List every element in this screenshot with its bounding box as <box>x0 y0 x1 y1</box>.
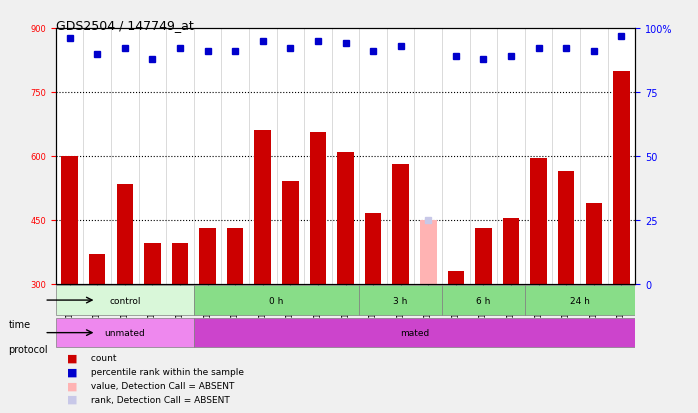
Text: percentile rank within the sample: percentile rank within the sample <box>88 367 244 376</box>
Bar <box>530 159 547 284</box>
FancyBboxPatch shape <box>194 286 359 315</box>
Bar <box>310 133 326 284</box>
Bar <box>255 131 271 284</box>
FancyBboxPatch shape <box>56 318 194 347</box>
Bar <box>475 229 491 284</box>
FancyBboxPatch shape <box>442 286 525 315</box>
Text: ■: ■ <box>68 394 78 404</box>
Text: control: control <box>109 296 140 305</box>
Text: protocol: protocol <box>8 344 48 354</box>
Text: unmated: unmated <box>105 328 145 337</box>
Bar <box>337 152 354 284</box>
Text: ■: ■ <box>68 352 78 362</box>
Bar <box>282 182 299 284</box>
FancyBboxPatch shape <box>194 318 635 347</box>
Text: 24 h: 24 h <box>570 296 590 305</box>
Bar <box>117 184 133 284</box>
Bar <box>558 171 574 284</box>
Bar <box>503 218 519 284</box>
Bar <box>447 271 464 284</box>
Bar <box>365 214 381 284</box>
Text: 6 h: 6 h <box>476 296 491 305</box>
Bar <box>89 254 105 284</box>
Bar <box>392 165 409 284</box>
Bar <box>613 71 630 284</box>
Text: count: count <box>88 353 116 362</box>
FancyBboxPatch shape <box>359 286 442 315</box>
Bar <box>172 244 188 284</box>
Bar <box>586 203 602 284</box>
Text: mated: mated <box>400 328 429 337</box>
Text: ■: ■ <box>68 380 78 390</box>
Bar <box>420 220 436 284</box>
Bar <box>227 229 244 284</box>
Text: time: time <box>8 319 31 329</box>
Text: rank, Detection Call = ABSENT: rank, Detection Call = ABSENT <box>88 395 230 404</box>
Bar <box>200 229 216 284</box>
FancyBboxPatch shape <box>525 286 635 315</box>
Text: GDS2504 / 147749_at: GDS2504 / 147749_at <box>56 19 193 31</box>
Bar <box>144 244 161 284</box>
Text: 0 h: 0 h <box>269 296 283 305</box>
FancyBboxPatch shape <box>56 286 194 315</box>
Text: 3 h: 3 h <box>394 296 408 305</box>
Text: ■: ■ <box>68 366 78 376</box>
Bar <box>61 157 78 284</box>
Text: value, Detection Call = ABSENT: value, Detection Call = ABSENT <box>88 381 234 390</box>
